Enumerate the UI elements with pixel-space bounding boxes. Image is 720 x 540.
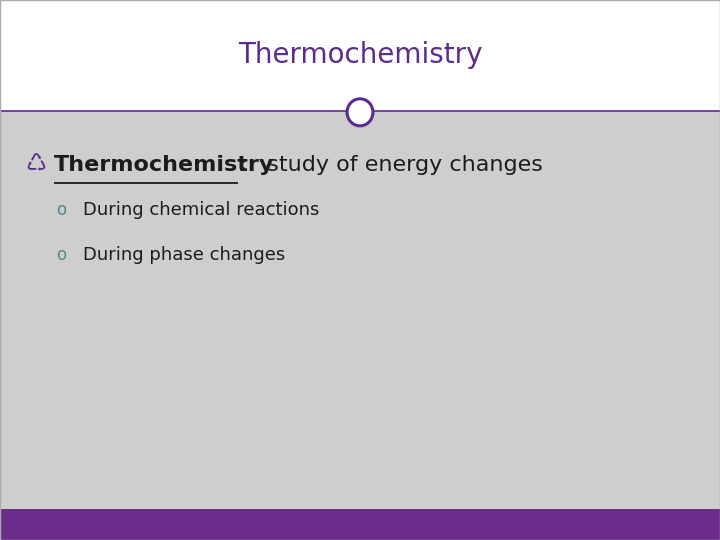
Text: study of energy changes: study of energy changes	[253, 154, 544, 175]
Text: During phase changes: During phase changes	[83, 246, 285, 265]
Text: o: o	[56, 246, 66, 265]
Ellipse shape	[347, 99, 373, 126]
Text: o: o	[56, 200, 66, 219]
Text: During chemical reactions: During chemical reactions	[83, 200, 319, 219]
Text: ♺: ♺	[25, 153, 46, 177]
Text: Thermochemistry: Thermochemistry	[238, 42, 482, 69]
Text: Thermochemistry: Thermochemistry	[54, 154, 274, 175]
FancyBboxPatch shape	[0, 0, 720, 111]
FancyBboxPatch shape	[0, 509, 720, 540]
Text: :: :	[238, 154, 246, 175]
FancyBboxPatch shape	[0, 111, 720, 509]
